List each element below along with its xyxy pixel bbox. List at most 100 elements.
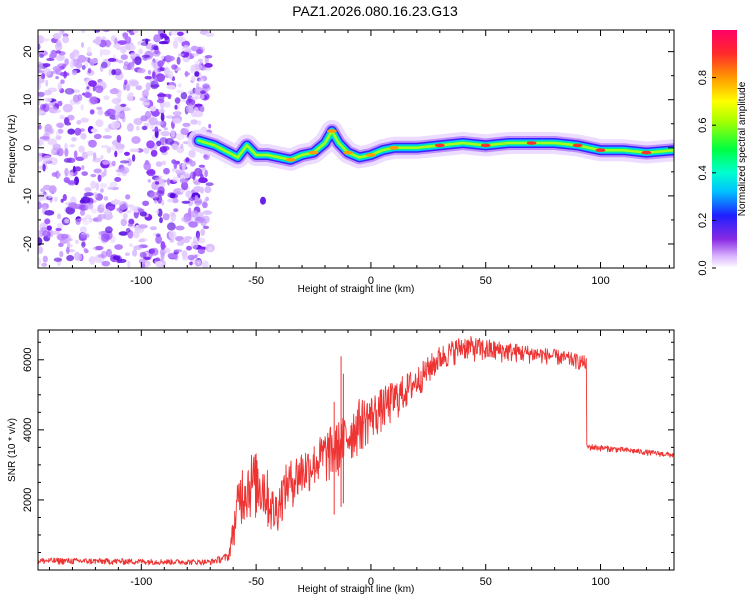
- noise-speckle: [101, 260, 111, 267]
- noise-speckle: [120, 103, 127, 107]
- noise-speckle: [160, 251, 165, 260]
- noise-speckle: [85, 201, 90, 211]
- noise-speckle: [41, 73, 46, 80]
- noise-speckle: [155, 260, 163, 268]
- chart-title: PAZ1.2026.080.16.23.G13: [292, 3, 458, 19]
- noise-speckle: [74, 166, 82, 172]
- noise-speckle: [44, 97, 52, 103]
- noise-speckle: [190, 45, 199, 52]
- noise-speckle: [38, 246, 44, 254]
- noise-speckle: [135, 125, 140, 131]
- noise-speckle: [198, 177, 208, 184]
- noise-speckle: [111, 160, 116, 167]
- noise-speckle: [60, 198, 64, 203]
- noise-speckle: [42, 63, 51, 68]
- colorbar-tick-label: 0.4: [697, 165, 709, 180]
- noise-speckle: [48, 194, 52, 199]
- noise-speckle: [84, 192, 94, 197]
- noise-speckle: [76, 120, 82, 125]
- noise-speckle: [97, 109, 104, 116]
- noise-speckle: [42, 204, 48, 210]
- noise-speckle: [168, 70, 174, 80]
- noise-speckle: [181, 162, 186, 171]
- noise-speckle: [157, 93, 167, 97]
- noise-speckle: [62, 194, 67, 201]
- noise-speckle: [109, 181, 118, 188]
- noise-speckle: [132, 30, 139, 34]
- noise-speckle: [164, 101, 171, 108]
- noise-speckle: [64, 167, 69, 177]
- noise-speckle: [159, 66, 163, 71]
- noise-speckle: [42, 230, 51, 237]
- noise-speckle: [78, 145, 85, 153]
- noise-speckle: [55, 54, 65, 62]
- noise-speckle: [86, 86, 90, 90]
- y-tick-label: 0: [22, 145, 34, 151]
- noise-speckle: [159, 146, 168, 153]
- ridge-hotspot: [641, 150, 652, 155]
- noise-speckle: [67, 238, 73, 242]
- noise-speckle: [180, 91, 188, 100]
- noise-speckle: [93, 168, 102, 174]
- noise-speckle: [182, 122, 191, 127]
- noise-speckle: [171, 64, 178, 70]
- noise-speckle: [64, 148, 69, 157]
- spectrogram-x-label: Height of straight line (km): [298, 284, 415, 295]
- noise-speckle: [190, 210, 198, 218]
- noise-speckle: [73, 150, 78, 159]
- noise-speckle: [167, 198, 174, 203]
- noise-speckle: [193, 110, 204, 118]
- noise-speckle: [194, 167, 203, 177]
- noise-speckle: [116, 134, 122, 143]
- noise-region: [38, 30, 215, 268]
- noise-speckle: [92, 157, 102, 163]
- ridge-hotspot: [326, 129, 337, 133]
- noise-speckle: [75, 218, 81, 225]
- noise-speckle: [42, 255, 48, 263]
- noise-speckle: [59, 250, 64, 258]
- noise-speckle: [150, 80, 159, 90]
- noise-speckle: [83, 91, 91, 98]
- y-tick-label: 10: [22, 94, 34, 106]
- noise-speckle: [51, 230, 60, 235]
- noise-speckle: [170, 212, 177, 222]
- noise-speckle: [38, 201, 42, 210]
- noise-speckle: [157, 186, 165, 194]
- noise-speckle: [100, 250, 108, 259]
- ridge-hotspot: [365, 153, 376, 157]
- ridge-hotspot: [595, 148, 606, 152]
- noise-speckle: [122, 32, 128, 38]
- noise-speckle: [110, 120, 121, 129]
- noise-speckle: [182, 44, 191, 53]
- noise-speckle: [64, 218, 70, 224]
- x-tick-label: -50: [248, 576, 264, 588]
- noise-speckle: [177, 53, 185, 57]
- noise-speckle: [191, 75, 196, 82]
- noise-speckle: [38, 257, 42, 266]
- noise-speckle: [106, 248, 112, 258]
- noise-speckle: [90, 128, 98, 133]
- noise-speckle: [143, 147, 150, 155]
- noise-speckle: [142, 89, 149, 98]
- noise-speckle: [88, 257, 95, 262]
- noise-speckle: [38, 43, 41, 51]
- ridge-hotspot: [285, 158, 296, 162]
- noise-speckle: [124, 36, 132, 44]
- noise-speckle: [181, 200, 191, 204]
- noise-speckle: [80, 133, 87, 140]
- noise-speckle: [194, 64, 203, 70]
- noise-speckle: [155, 235, 163, 244]
- noise-speckle: [50, 149, 56, 156]
- noise-speckle: [188, 197, 196, 201]
- noise-speckle: [198, 58, 204, 62]
- noise-speckle: [125, 194, 131, 200]
- noise-speckle: [149, 105, 157, 112]
- noise-speckle: [155, 161, 163, 167]
- noise-speckle: [191, 52, 199, 57]
- noise-speckle: [129, 243, 133, 248]
- noise-speckle: [103, 95, 110, 100]
- noise-speckle: [152, 49, 161, 57]
- noise-speckle: [140, 42, 149, 46]
- noise-speckle: [156, 98, 165, 104]
- noise-speckle: [198, 164, 206, 168]
